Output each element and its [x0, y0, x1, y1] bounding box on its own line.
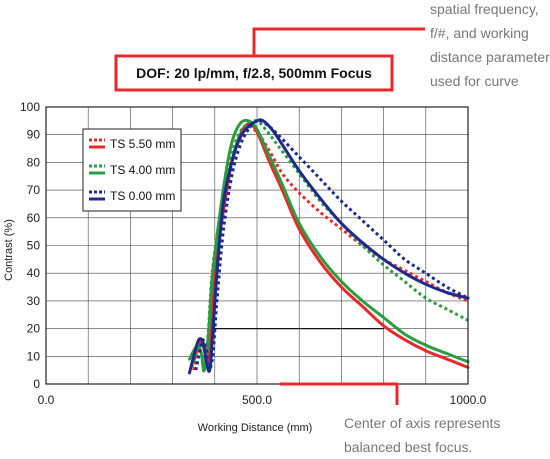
annotation-top-right-line-2: f/#, and working: [430, 25, 529, 41]
y-tick-label-80: 80: [27, 155, 41, 169]
y-tick-label-30: 30: [27, 294, 41, 308]
title-callout-leader: [252, 27, 425, 56]
legend-label-ts-5-50-mm: TS 5.50 mm: [110, 137, 175, 151]
y-tick-label-40: 40: [27, 266, 41, 280]
legend-label-ts-4-00-mm: TS 4.00 mm: [110, 163, 175, 177]
x-tick-labels: 0.0 500.0 1000.0: [38, 393, 487, 407]
annotation-bottom-right-line-2: balanced best focus.: [344, 439, 472, 455]
legend-box: [82, 128, 182, 212]
y-tick-label-10: 10: [27, 349, 41, 363]
plot-border: [45, 106, 469, 385]
y-tick-label-90: 90: [27, 128, 41, 142]
annotation-bottom-right-line-1: Center of axis represents: [344, 415, 500, 431]
y-tick-label-70: 70: [27, 183, 41, 197]
y-tick-label-50: 50: [27, 239, 41, 253]
y-tick-labels: 0 10 20 30 40 50 60 70 80 90 100: [20, 100, 40, 391]
annotation-top-right-line-4: used for curve: [430, 73, 519, 89]
annotation-top-right-line-1: spatial frequency,: [430, 1, 539, 17]
title-callout-box: [114, 54, 394, 92]
legend: TS 5.50 mm TS 4.00 mm TS 0.00 mm: [82, 128, 182, 212]
x-tick-label-0: 0.0: [38, 393, 55, 407]
annotation-top-right: spatial frequency, f/#, and working dist…: [430, 1, 550, 89]
x-axis-label: Working Distance (mm): [198, 422, 313, 434]
y-tick-label-20: 20: [27, 322, 41, 336]
y-axis-label: Contrast (%): [3, 219, 15, 281]
legend-label-ts-0-00-mm: TS 0.00 mm: [110, 189, 175, 203]
x-tick-label-1000: 1000.0: [450, 393, 487, 407]
title-callout: DOF: 20 lp/mm, f/2.8, 500mm Focus: [114, 27, 425, 92]
series-lines: [188, 118, 470, 375]
annotation-top-right-line-3: distance parameters: [430, 49, 550, 65]
chart-title: DOF: 20 lp/mm, f/2.8, 500mm Focus: [136, 65, 372, 81]
annotation-bottom-right: Center of axis represents balanced best …: [280, 382, 500, 455]
y-tick-label-100: 100: [20, 100, 40, 114]
x-tick-label-500: 500.0: [242, 393, 272, 407]
series-line-ts-0-00-mm-solid: [188, 118, 470, 375]
series-line-ts-0-00-mm-dotted: [194, 119, 469, 372]
y-tick-label-60: 60: [27, 211, 41, 225]
series-line-ts-4-00-mm-solid: [188, 118, 470, 373]
y-tick-label-0: 0: [33, 377, 40, 391]
